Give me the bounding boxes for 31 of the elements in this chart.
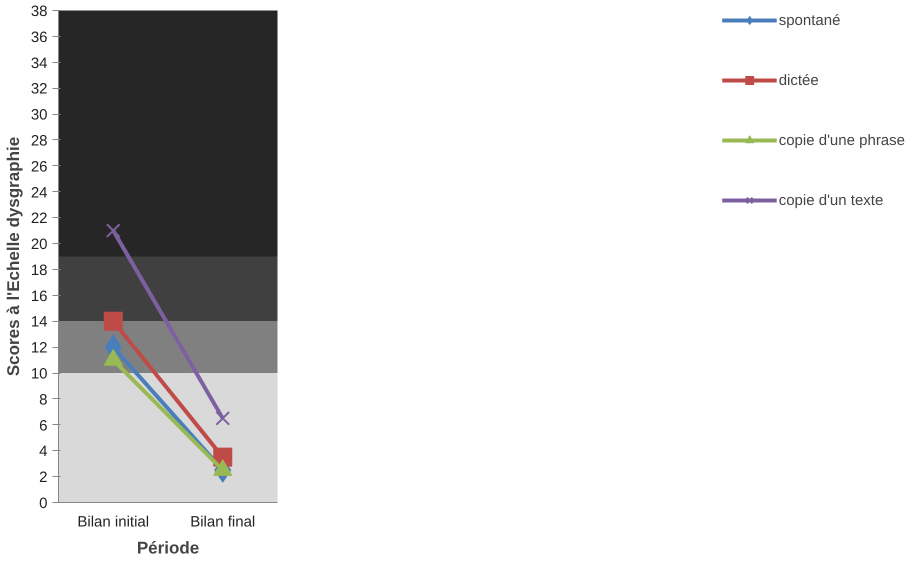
x-axis-title: Période [136, 538, 200, 558]
y-tick-label: 24 [30, 184, 48, 202]
y-tick-label: 12 [30, 340, 48, 357]
y-tick-label: 32 [30, 80, 48, 98]
point [215, 410, 230, 426]
y-tick-label: 28 [30, 132, 48, 150]
y-tick-label: 10 [30, 366, 48, 383]
y-tick-label: 4 [39, 443, 48, 460]
y-tick-label: 8 [39, 391, 48, 408]
legend-label: copie d'un texte [778, 192, 884, 208]
y-tick-label: 14 [30, 314, 48, 331]
point [106, 223, 121, 238]
legend-label: dictée [778, 72, 819, 88]
y-tick-label: 20 [30, 236, 48, 254]
point [104, 312, 123, 331]
y-tick-label: 38 [30, 3, 48, 20]
y-tick-label: 0 [39, 495, 48, 512]
y-tick-label: 18 [30, 262, 48, 279]
y-tick-label: 34 [30, 54, 48, 72]
y-axis-title: Scores à l'Echelle dysgraphie [4, 136, 23, 376]
x-tick-label: Bilan initial [77, 514, 150, 530]
legend-label: spontané [778, 12, 840, 28]
y-tick-label: 26 [30, 158, 48, 176]
y-tick-label: 6 [39, 417, 48, 434]
y-tick-label: 36 [30, 28, 48, 46]
y-tick-label: 30 [30, 106, 48, 124]
y-tick-label: 2 [39, 469, 48, 486]
x-tick-label: Bilan final [190, 514, 256, 530]
y-tick-label: 16 [30, 288, 48, 305]
y-tick-label: 22 [30, 210, 48, 228]
legend-label: copie d'une phrase [778, 132, 905, 148]
